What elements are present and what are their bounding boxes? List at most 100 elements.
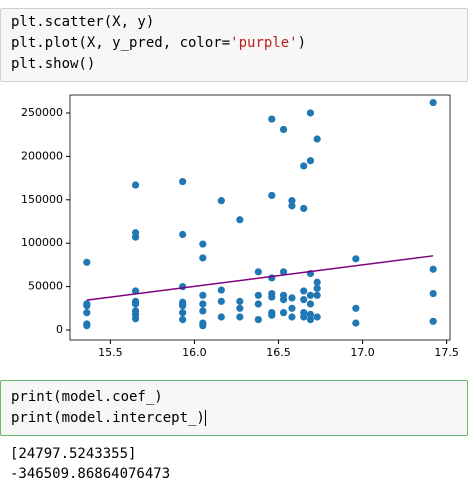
scatter-point (268, 274, 276, 282)
y-tick-label: 100000 (21, 236, 63, 249)
code-cell[interactable]: plt.scatter(X, y) plt.plot(X, y_pred, col… (0, 8, 468, 82)
scatter-point (352, 255, 360, 263)
scatter-point (300, 296, 308, 304)
scatter-point (131, 315, 140, 323)
scatter-point (279, 296, 288, 304)
scatter-point (268, 311, 276, 319)
code-token: print(model.coef_) (11, 389, 163, 405)
scatter-point (179, 309, 187, 317)
code-token: 'purple' (230, 35, 298, 51)
scatter-point (288, 294, 296, 302)
x-tick-label: 16.5 (266, 346, 291, 359)
scatter-point (179, 230, 187, 239)
output-line: -346509.86864076473 (10, 466, 171, 482)
scatter-point (300, 313, 308, 321)
regression-line (86, 255, 434, 301)
scatter-point (429, 317, 437, 325)
scatter-point (236, 304, 244, 312)
code-token: plt.scatter(X, y) (11, 14, 155, 30)
scatter-point (279, 309, 288, 317)
scatter-point (306, 300, 315, 308)
scatter-point (131, 181, 140, 189)
scatter-point (288, 304, 296, 312)
scatter-point (313, 135, 321, 143)
scatter-point (279, 125, 288, 134)
y-tick-label: 200000 (21, 149, 63, 162)
scatter-point (352, 319, 360, 327)
scatter-point (254, 300, 262, 308)
scatter-point (199, 254, 207, 262)
scatter-point (268, 293, 276, 301)
code-token: ) (297, 35, 307, 51)
scatter-point (268, 191, 276, 200)
scatter-point (313, 313, 321, 321)
code-line: plt.show() (11, 54, 95, 74)
scatter-point (131, 287, 140, 295)
scatter-point (199, 307, 207, 315)
scatter-point (83, 309, 91, 317)
scatter-point (300, 162, 308, 170)
code-token: print(model.intercept_) (11, 410, 205, 426)
scatter-point (300, 287, 308, 295)
scatter-point (306, 310, 315, 318)
x-tick-label: 17.0 (350, 346, 375, 359)
x-tick-label: 16.0 (182, 346, 207, 359)
x-tick-label: 15.5 (98, 346, 123, 359)
x-tick-label: 17.5 (434, 346, 459, 359)
plot-frame (69, 94, 451, 341)
scatter-point (179, 315, 187, 324)
scatter-point (131, 229, 140, 237)
code-line: plt.scatter(X, y) (11, 12, 154, 32)
scatter-point (429, 265, 437, 273)
scatter-point (199, 300, 207, 308)
scatter-point (279, 268, 288, 276)
scatter-point (217, 297, 225, 305)
scatter-point (217, 197, 225, 205)
scatter-point (236, 216, 244, 224)
scatter-point (306, 291, 315, 299)
scatter-point (429, 289, 437, 298)
scatter-point (236, 313, 244, 321)
scatter-point (179, 177, 187, 186)
scatter-point (288, 202, 296, 210)
scatter-point (179, 283, 187, 291)
scatter-point (268, 115, 276, 123)
scatter-point (236, 297, 244, 305)
scatter-point (83, 302, 91, 310)
code-cell[interactable]: print(model.coef_) print(model.intercept_… (0, 380, 468, 436)
code-line: print(model.intercept_) (11, 408, 206, 428)
scatter-point (288, 197, 296, 205)
scatter-point (131, 297, 140, 305)
scatter-point (254, 291, 262, 299)
scatter-point (199, 291, 207, 299)
scatter-point (306, 315, 315, 324)
code-token: plt.show() (11, 56, 96, 72)
scatter-point (83, 258, 91, 266)
scatter-point (217, 286, 225, 294)
chart: 0 50000 100000 150000 200000 250000 15.5 16.0 16… (21, 94, 459, 359)
code-line: print(model.coef_) (11, 387, 163, 407)
scatter-point (306, 157, 315, 165)
scatter-point (429, 98, 437, 107)
scatter-point (199, 322, 207, 330)
scatter-point (352, 304, 360, 312)
scatter-point (313, 291, 321, 299)
y-tick-label: 50000 (28, 280, 63, 293)
y-tick-label: 250000 (21, 106, 63, 119)
scatter-point (254, 315, 262, 324)
scatter-point (83, 322, 91, 330)
scatter-point (179, 302, 187, 310)
scatter-point (313, 284, 321, 292)
code-line: plt.plot(X, y_pred, color='purple') (11, 33, 306, 53)
scatter-point (254, 268, 262, 276)
scatter-point (306, 109, 315, 117)
scatter-point (217, 313, 225, 321)
scatter-point (199, 240, 207, 248)
code-token: plt.plot(X, y_pred, color= (11, 35, 231, 51)
text-cursor (204, 410, 206, 426)
output-line: [24797.5243355] (10, 446, 137, 462)
scatter-point (288, 313, 296, 321)
scatter-point (300, 204, 308, 213)
y-tick-label: 0 (56, 323, 63, 336)
